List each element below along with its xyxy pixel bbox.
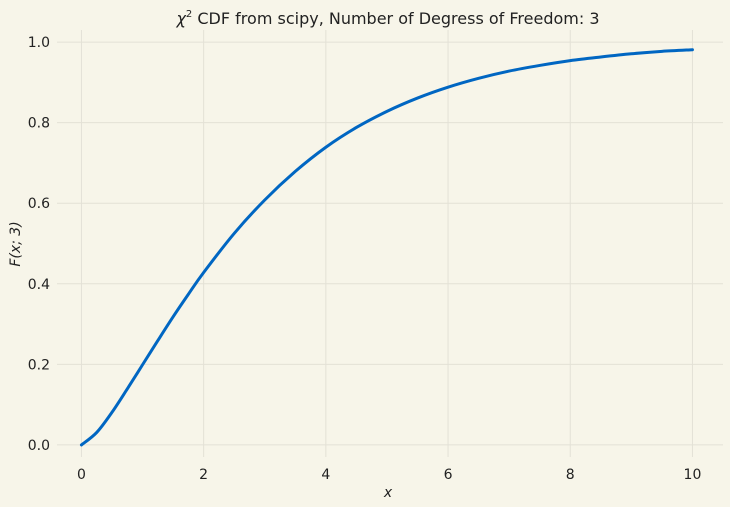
chart-title: χ2 CDF from scipy, Number of Degress of … [175, 9, 599, 28]
x-tick-label: 4 [321, 467, 330, 483]
title-rest: CDF from scipy, Number of Degress of Fre… [192, 9, 599, 28]
y-tick-label: 0.2 [28, 357, 50, 373]
x-tick-label: 6 [444, 467, 453, 483]
cdf-series-line [79, 48, 694, 447]
x-axis-ticks: 0 2 4 6 8 10 [77, 467, 701, 483]
title-symbol: χ [175, 9, 186, 28]
x-tick-label: 8 [566, 467, 575, 483]
x-axis-label: x [383, 485, 393, 501]
y-tick-label: 0.6 [28, 196, 50, 212]
y-tick-label: 0.0 [28, 438, 50, 454]
plot-area [79, 48, 694, 447]
y-axis-ticks: 0.0 0.2 0.4 0.6 0.8 1.0 [28, 35, 50, 454]
title-superscript: 2 [186, 9, 192, 20]
grid [57, 30, 723, 457]
y-axis-label: F(x; 3) [8, 221, 24, 266]
y-tick-label: 0.4 [28, 277, 50, 293]
x-tick-label: 0 [77, 467, 86, 483]
x-tick-label: 2 [199, 467, 208, 483]
x-tick-label: 10 [684, 467, 702, 483]
y-tick-label: 0.8 [28, 116, 50, 132]
y-tick-label: 1.0 [28, 35, 50, 51]
